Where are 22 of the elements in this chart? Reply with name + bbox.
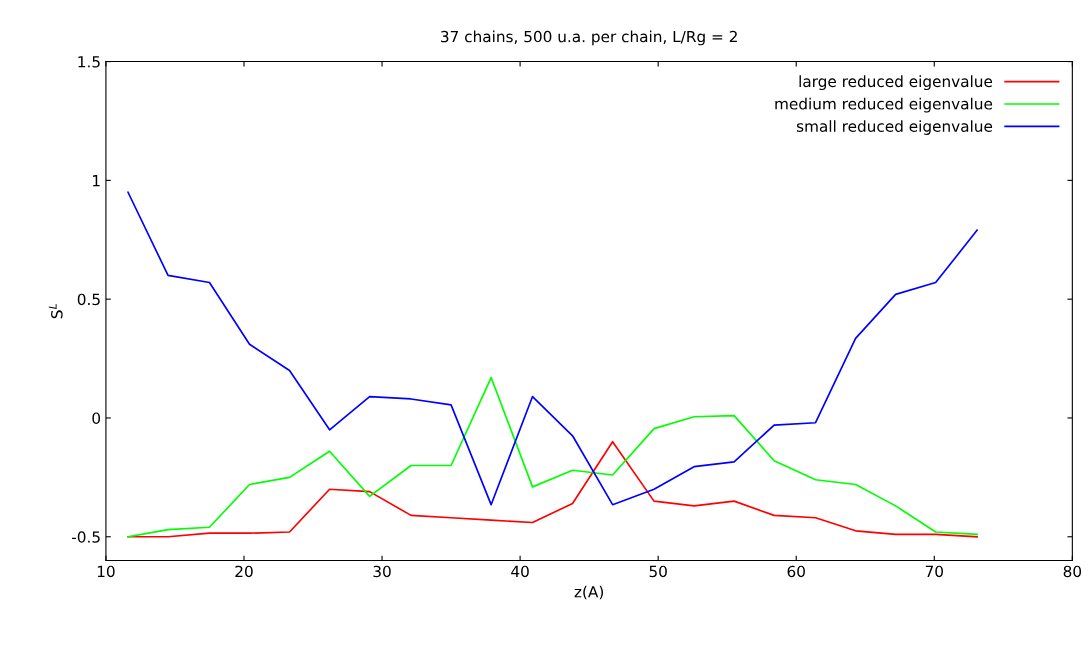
y-tick-label: 1 bbox=[93, 175, 100, 187]
x-tick-label: 80 bbox=[1063, 565, 1082, 578]
y-tick-label: 1.5 bbox=[78, 56, 100, 68]
x-tick-label: 10 bbox=[97, 565, 115, 578]
legend-label: small reduced eigenvalue bbox=[796, 120, 993, 135]
line-series bbox=[127, 191, 978, 506]
y-tick-label: -0.5 bbox=[72, 531, 100, 543]
line-series bbox=[127, 440, 978, 538]
x-tick-label: 60 bbox=[787, 565, 805, 578]
x-axis-title: z(A) bbox=[574, 585, 604, 600]
y-tick-label: 0 bbox=[92, 412, 101, 424]
x-tick-label: 70 bbox=[925, 565, 943, 578]
line-series bbox=[127, 376, 978, 538]
x-tick-label: 20 bbox=[235, 565, 253, 578]
y-axis-title: S$^{L}$ bbox=[48, 304, 63, 319]
legend-label: medium reduced eigenvalue bbox=[775, 97, 993, 113]
chart-title: 37 chains, 500 u.a. per chain, L/Rg = 2 bbox=[441, 30, 737, 46]
x-tick-label: 50 bbox=[649, 565, 667, 578]
x-tick-label: 30 bbox=[373, 565, 391, 578]
y-tick-label: 0.5 bbox=[77, 293, 100, 306]
x-tick-label: 40 bbox=[511, 565, 529, 578]
legend-label: large reduced eigenvalue bbox=[799, 75, 993, 91]
